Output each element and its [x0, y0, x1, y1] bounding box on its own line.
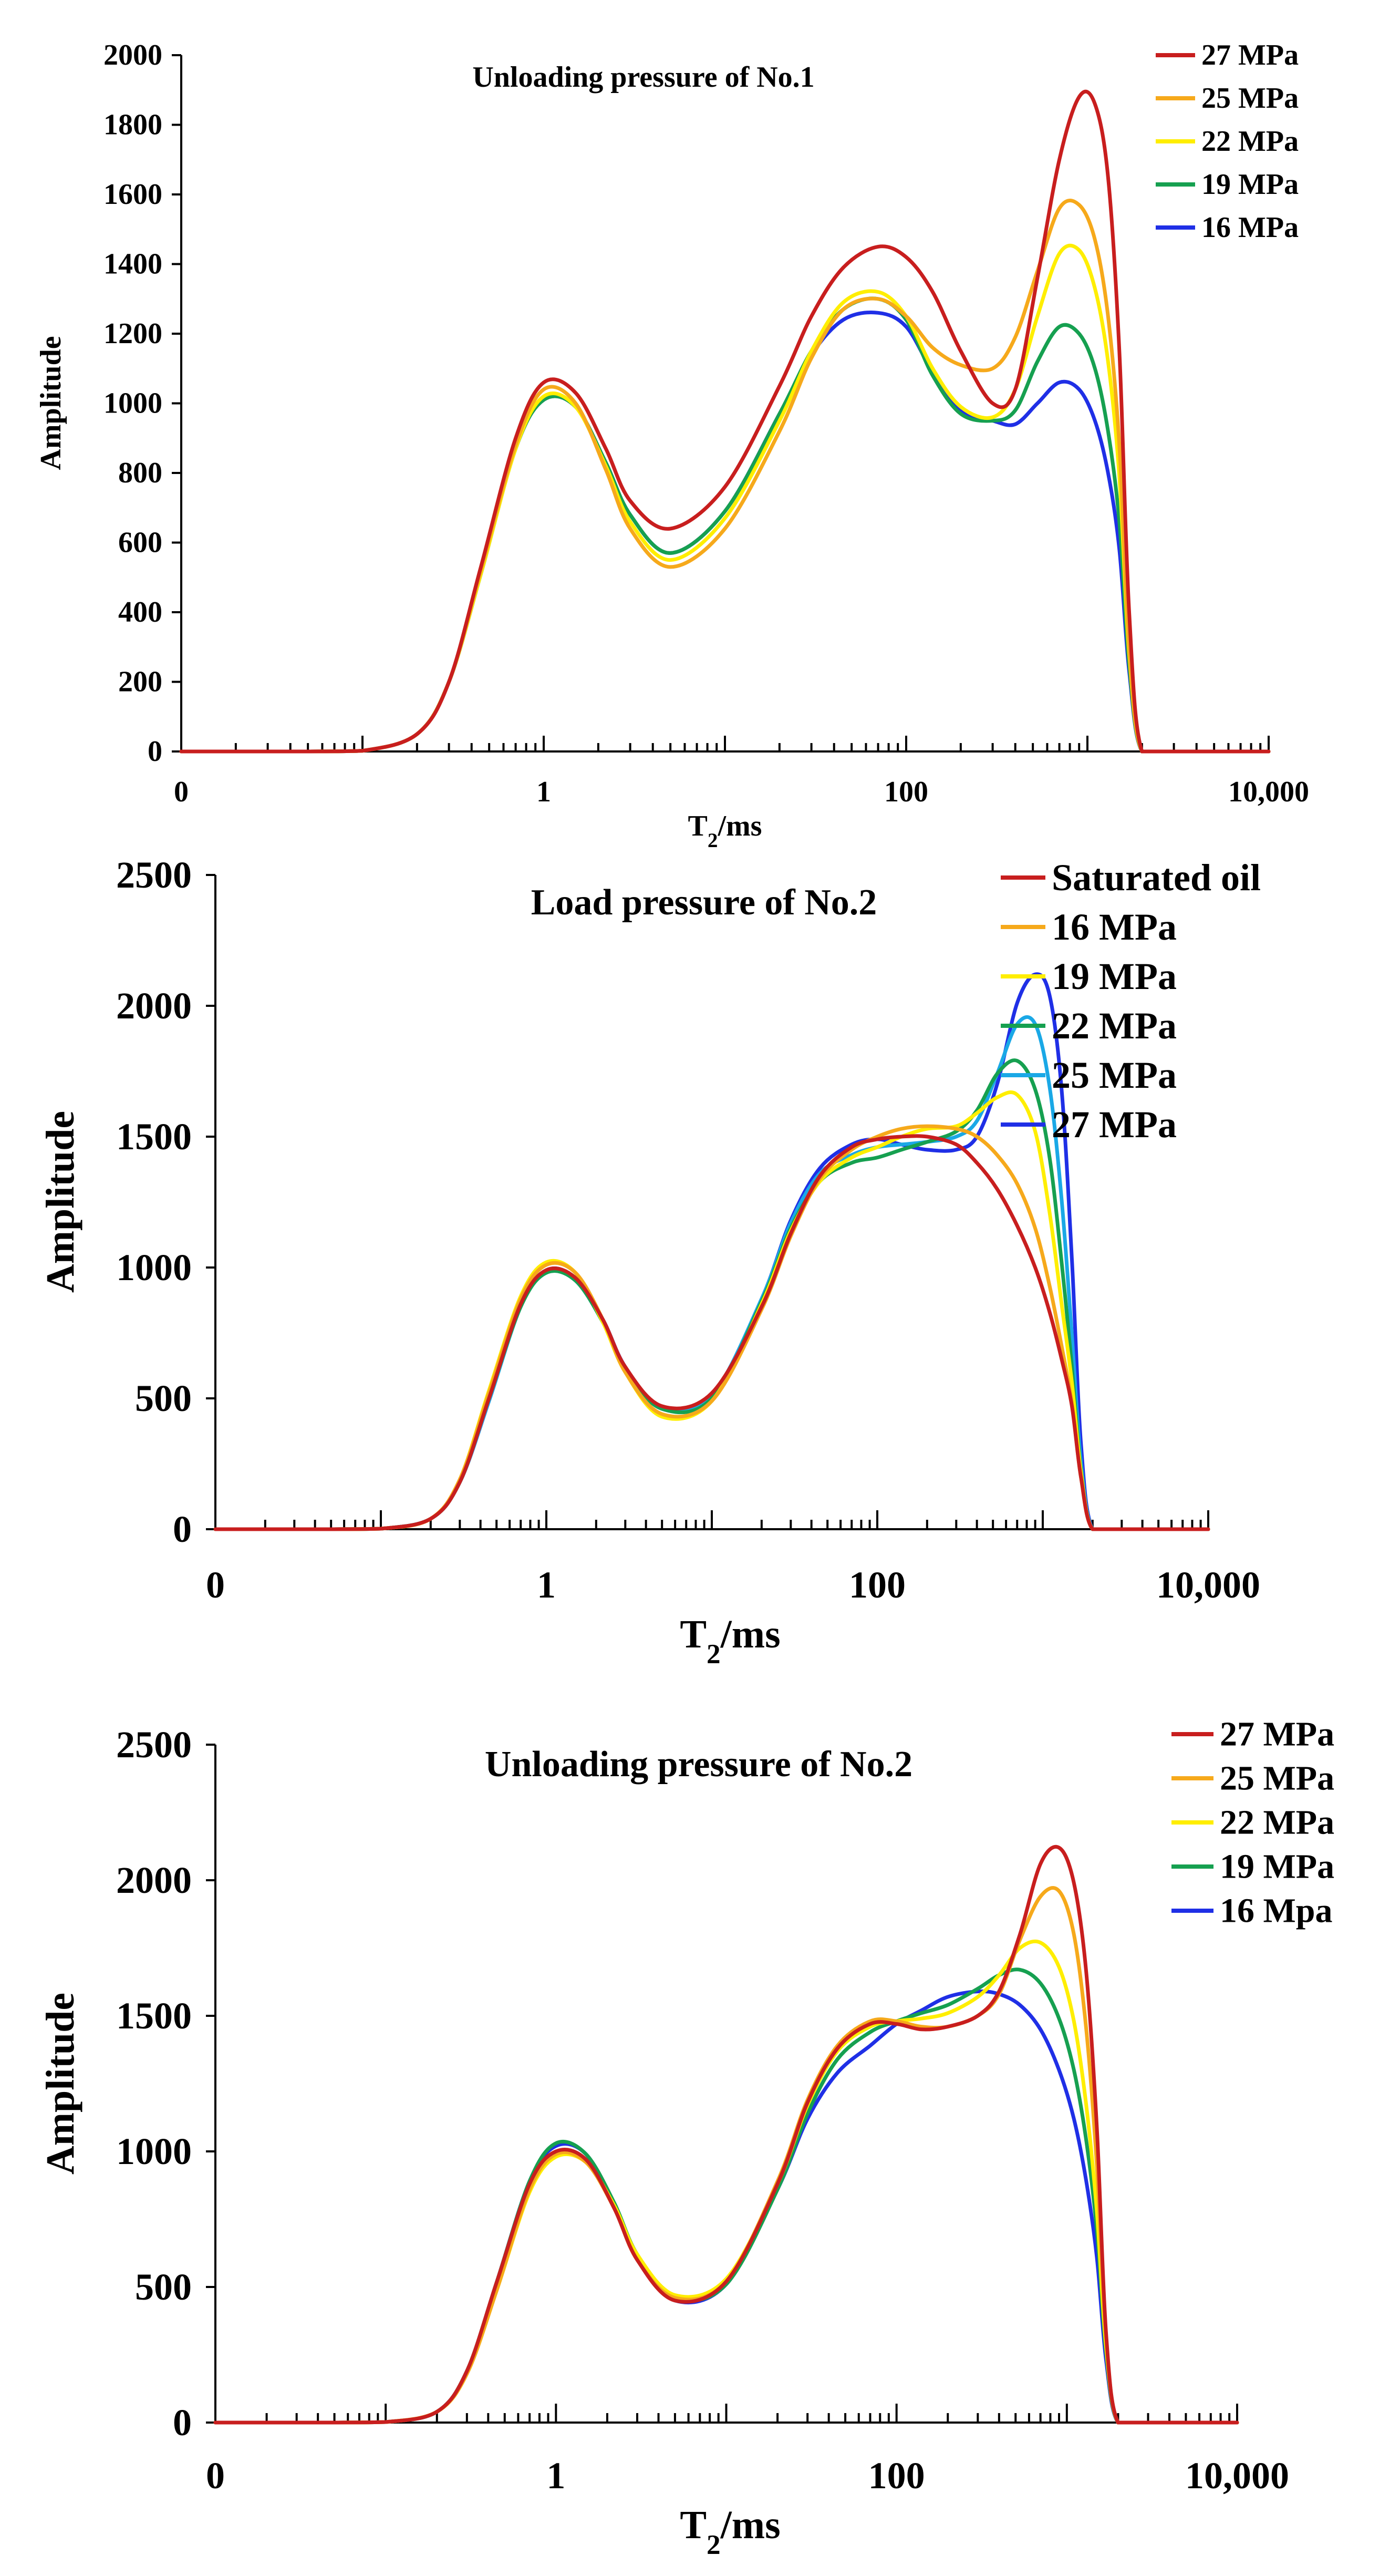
legend-item: 27 MPa	[1001, 1104, 1177, 1146]
plot-area	[213, 1845, 1239, 2425]
y-tick-label: 1400	[103, 248, 162, 281]
legend-label: 25 MPa	[1201, 82, 1299, 115]
y-tick-label: 2000	[103, 39, 162, 71]
y-tick-label: 1200	[103, 317, 162, 350]
legend-label: 16 MPa	[1201, 211, 1299, 244]
y-tick-label: 1000	[116, 2130, 192, 2172]
series-line-16-mpa	[179, 311, 1271, 754]
legend-item: 27 MPa	[1171, 1715, 1334, 1754]
legend-label: 27 MPa	[1220, 1715, 1334, 1754]
y-tick-label: 0	[173, 1508, 192, 1550]
legend-item: 19 MPa	[1156, 168, 1299, 201]
series-line-25-mpa	[213, 1886, 1239, 2425]
legend-label: 27 MPa	[1201, 39, 1299, 71]
legend-item: 25 MPa	[1171, 1759, 1334, 1798]
legend-label: 22 MPa	[1052, 1005, 1177, 1047]
y-tick-label: 0	[148, 735, 162, 768]
y-tick-label: 500	[135, 2266, 192, 2308]
legend-item: Saturated oil	[1001, 857, 1261, 899]
legend-label: 19 MPa	[1220, 1848, 1334, 1886]
series-line-27-mpa	[179, 89, 1271, 754]
series-line-27-mpa	[213, 1845, 1239, 2425]
y-tick-label: 2500	[116, 854, 192, 896]
y-tick-label: 800	[118, 457, 162, 489]
series-line-19-mpa	[213, 1967, 1239, 2425]
y-tick-label: 200	[118, 666, 162, 698]
x-tick-label: 1	[537, 1564, 556, 1606]
y-tick-label: 1800	[103, 109, 162, 141]
legend-item: 16 Mpa	[1171, 1892, 1333, 1930]
x-tick-label: 0	[174, 776, 189, 808]
x-tick-label: 100	[868, 2455, 925, 2497]
series-line-19-mpa	[179, 296, 1271, 754]
y-tick-label: 2000	[116, 1859, 192, 1901]
y-tick-label: 1500	[116, 1995, 192, 2037]
series-line-22-mpa	[179, 243, 1271, 754]
series-line-25-mpa	[179, 199, 1271, 754]
legend-item: 25 MPa	[1156, 82, 1299, 115]
legend-item: 16 MPa	[1001, 906, 1177, 948]
chart-panel-3: 0 500 1000 1500 2000 2500 0 1 100 10,000 T2/ms Ampl…	[38, 1715, 1334, 2560]
plot-area	[213, 972, 1210, 1531]
legend-label: 22 MPa	[1201, 125, 1299, 158]
legend-label: Saturated oil	[1052, 857, 1261, 899]
legend-label: 25 MPa	[1220, 1759, 1334, 1798]
y-tick-label: 600	[118, 527, 162, 559]
y-tick-label: 1500	[116, 1116, 192, 1158]
x-axis-label: T2/ms	[680, 1612, 780, 1670]
y-axis-label: Amplitude	[35, 336, 67, 470]
y-tick-label: 2000	[116, 985, 192, 1027]
y-tick-label: 400	[118, 596, 162, 628]
legend-item: 22 MPa	[1001, 1005, 1177, 1047]
x-tick-label: 0	[206, 2455, 225, 2497]
y-tick-label: 500	[135, 1377, 192, 1419]
x-axis-label: T2/ms	[688, 810, 762, 852]
y-tick-label: 1000	[116, 1246, 192, 1289]
x-tick-label: 100	[884, 776, 928, 808]
legend-label: 27 MPa	[1052, 1104, 1177, 1146]
legend-item: 22 MPa	[1156, 125, 1299, 158]
y-tick-label: 0	[173, 2402, 192, 2444]
chart-panel-1: 0 200 400 600 800 1000 1200 1400 1600 1800 2000 0 1 1…	[35, 39, 1309, 852]
legend-item: 22 MPa	[1171, 1804, 1334, 1842]
x-axis-label: T2/ms	[680, 2503, 780, 2560]
legend-item: 19 MPa	[1001, 955, 1177, 997]
plot-area	[179, 89, 1271, 754]
x-tick-label: 10,000	[1156, 1564, 1260, 1606]
legend-item: 27 MPa	[1156, 39, 1299, 71]
series-line-16-mpa	[213, 1989, 1239, 2425]
x-tick-label: 100	[849, 1564, 906, 1606]
chart-panel-2: 0 500 1000 1500 2000 2500 0 1 100 10,000 T2/ms Ampl…	[38, 854, 1261, 1670]
legend-item: 25 MPa	[1001, 1054, 1177, 1096]
x-tick-label: 1	[546, 2455, 565, 2497]
y-axis-label: Amplitude	[38, 1111, 82, 1293]
x-tick-label: 0	[206, 1564, 225, 1606]
x-tick-label: 10,000	[1228, 776, 1309, 808]
y-tick-label: 1000	[103, 387, 162, 420]
chart-title: Load pressure of No.2	[531, 882, 877, 923]
legend-label: 19 MPa	[1052, 955, 1177, 997]
x-tick-label: 1	[536, 776, 551, 808]
x-tick-label: 10,000	[1185, 2455, 1289, 2497]
legend-item: 19 MPa	[1171, 1848, 1334, 1886]
legend-label: 22 MPa	[1220, 1804, 1334, 1842]
legend-item: 16 MPa	[1156, 211, 1299, 244]
chart-title: Unloading pressure of No.2	[485, 1744, 912, 1785]
legend-label: 19 MPa	[1201, 168, 1299, 201]
chart-title: Unloading pressure of No.1	[472, 61, 814, 94]
series-line-saturated-oil	[213, 1134, 1210, 1531]
y-axis-label: Amplitude	[38, 1993, 82, 2175]
legend-label: 25 MPa	[1052, 1054, 1177, 1096]
legend-label: 16 Mpa	[1220, 1892, 1333, 1930]
y-tick-label: 1600	[103, 178, 162, 211]
y-tick-label: 2500	[116, 1724, 192, 1766]
legend-label: 16 MPa	[1052, 906, 1177, 948]
